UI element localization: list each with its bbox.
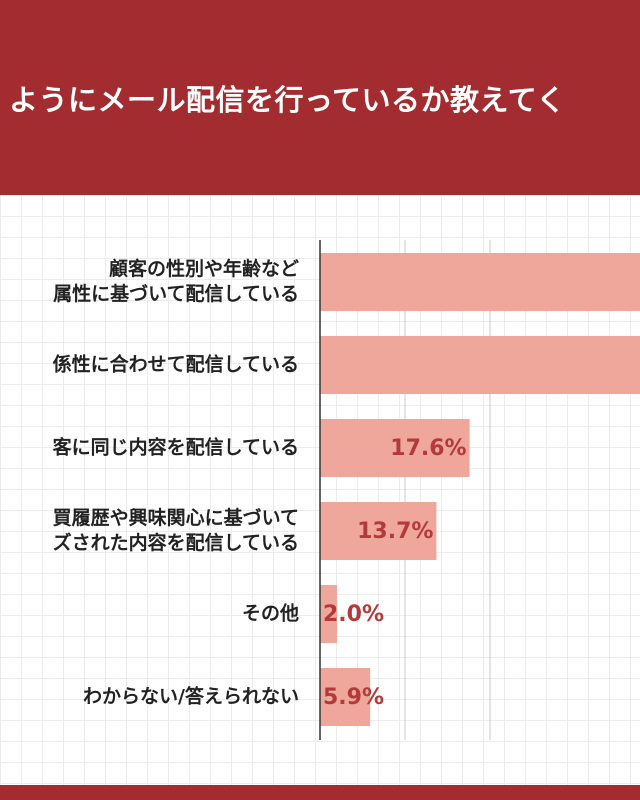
category-label-1: 係性に合わせて配信している [53, 353, 299, 376]
category-label-5: わからない/答えられない [83, 685, 299, 708]
category-label-3-0: 買履歴や興味関心に基づいて [53, 506, 299, 529]
bar-4 [320, 585, 337, 643]
footer-banner [0, 785, 640, 800]
category-label-2: 客に同じ内容を配信している [53, 436, 299, 459]
bar-2 [320, 419, 470, 477]
category-label-3-1: ズされた内容を配信している [53, 531, 299, 554]
value-label-4: 2.0% [323, 602, 384, 627]
bar-3 [320, 502, 437, 560]
value-label-5: 5.9% [323, 685, 384, 710]
category-label-0-0: 顧客の性別や年齢など [109, 257, 299, 280]
value-label-3: 13.7% [357, 519, 433, 544]
bar-5 [320, 668, 371, 726]
bar-1 [320, 336, 640, 394]
header-banner: ようにメール配信を行っているか教えてく [0, 0, 640, 195]
category-label-0-1: 属性に基づいて配信している [53, 282, 299, 305]
bar-0 [320, 253, 640, 311]
category-label-4: その他 [242, 602, 299, 625]
chart-title: ようにメール配信を行っているか教えてく [9, 83, 566, 117]
value-label-2: 17.6% [390, 436, 466, 461]
